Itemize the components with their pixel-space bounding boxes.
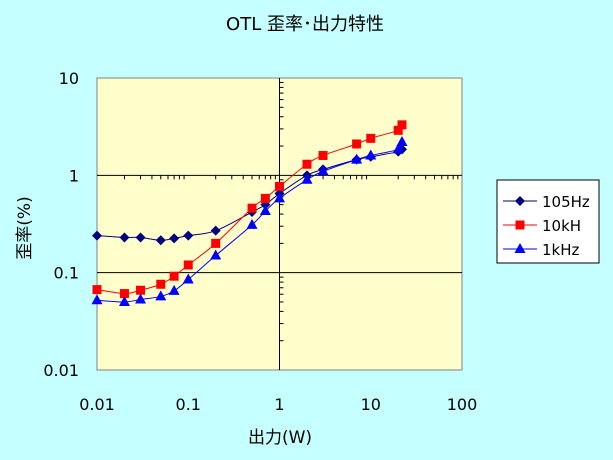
data-point	[119, 232, 130, 243]
data-point	[92, 285, 102, 295]
data-point	[183, 230, 194, 241]
legend-label: 10kH	[542, 217, 581, 235]
y-axis-label: 歪率(%)	[15, 196, 35, 259]
gridline-group	[97, 78, 462, 370]
data-point	[301, 173, 313, 184]
data-point	[210, 249, 222, 260]
data-point	[169, 271, 179, 281]
data-point	[169, 233, 180, 244]
x-tick-label: 0.01	[79, 395, 115, 414]
data-point	[156, 279, 166, 289]
data-point	[351, 153, 363, 164]
series-line	[96, 124, 403, 295]
x-axis-label: 出力(W)	[248, 428, 312, 448]
data-point	[275, 181, 284, 191]
data-point	[397, 120, 407, 130]
data-point	[168, 284, 180, 295]
series-line	[96, 141, 403, 303]
data-point	[182, 273, 194, 284]
x-tick-label: 1	[274, 395, 284, 414]
data-point	[302, 159, 312, 169]
data-point	[135, 232, 146, 243]
data-point	[396, 136, 408, 147]
data-point	[318, 150, 328, 160]
data-point	[183, 260, 193, 270]
data-point	[247, 203, 257, 213]
data-point	[118, 295, 130, 306]
data-point	[92, 230, 102, 241]
data-point	[246, 218, 258, 229]
data-point	[366, 133, 376, 143]
series-line	[96, 148, 403, 241]
data-point	[155, 290, 167, 301]
data-point	[352, 139, 362, 149]
series-1	[92, 120, 407, 299]
data-point	[274, 192, 285, 203]
data-point	[136, 285, 146, 295]
series-layer	[91, 120, 408, 306]
legend-marker	[515, 220, 525, 230]
data-point	[155, 235, 166, 246]
legend-marker	[515, 196, 525, 206]
data-point	[365, 149, 377, 160]
data-point	[135, 293, 147, 304]
tick-label-group: 0.01 0.1 1 10 100 0.01 0.1 1 10	[43, 69, 477, 414]
data-point	[119, 289, 129, 299]
x-tick-label: 0.1	[176, 395, 201, 414]
legend-marker	[514, 243, 526, 253]
minor-tick-group	[123, 81, 459, 342]
data-point	[210, 225, 221, 236]
y-tick-label: 1	[69, 166, 79, 185]
data-point	[91, 294, 103, 305]
data-point	[317, 165, 329, 176]
y-tick-label: 0.01	[43, 361, 79, 380]
chart-title: OTL 歪率･出力特性	[226, 14, 384, 35]
legend: 105Hz 10kH 1kHz	[496, 179, 600, 264]
data-point	[260, 193, 270, 203]
x-tick-label: 10	[361, 395, 381, 414]
data-point	[259, 205, 271, 216]
data-point	[393, 125, 403, 135]
y-tick-label: 0.1	[54, 264, 79, 283]
x-tick-label: 100	[447, 395, 478, 414]
series-2	[91, 136, 408, 306]
data-point	[211, 238, 221, 248]
y-tick-label: 10	[59, 69, 79, 88]
data-point	[392, 143, 404, 154]
legend-label: 1kHz	[542, 241, 580, 259]
legend-label: 105Hz	[542, 193, 590, 211]
